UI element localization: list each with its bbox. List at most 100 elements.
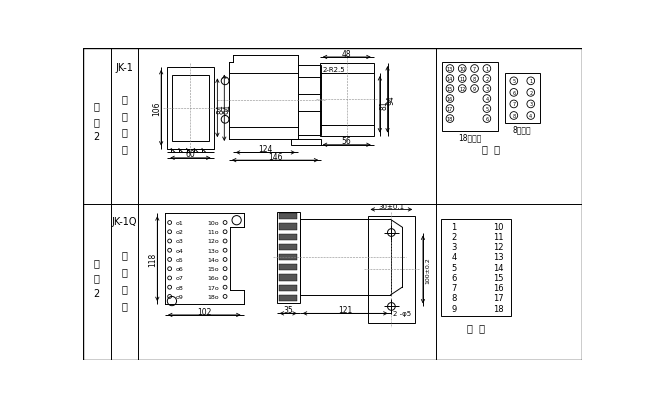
Text: 5: 5	[513, 79, 515, 84]
Text: 18: 18	[446, 117, 453, 122]
Text: 11o: 11o	[207, 230, 219, 234]
Text: 14: 14	[493, 263, 503, 272]
Text: 14o: 14o	[207, 257, 219, 262]
Text: 后: 后	[121, 111, 127, 120]
Text: 接: 接	[121, 127, 127, 137]
Bar	[441, 220, 511, 317]
Text: 9: 9	[451, 304, 456, 313]
Text: 线: 线	[121, 300, 127, 310]
Text: 1: 1	[485, 67, 489, 72]
Text: o5: o5	[176, 257, 183, 262]
Bar	[279, 254, 297, 260]
Text: 6: 6	[485, 117, 489, 122]
Text: 94: 94	[224, 104, 233, 113]
Text: 12o: 12o	[207, 239, 219, 244]
Text: 接: 接	[121, 283, 127, 293]
Text: 102: 102	[197, 307, 211, 316]
Text: 13: 13	[493, 253, 503, 262]
Bar	[277, 212, 300, 303]
Text: JK-1: JK-1	[115, 63, 133, 73]
Text: o7: o7	[176, 276, 183, 281]
Text: 图: 图	[93, 117, 99, 126]
Text: 2: 2	[93, 132, 100, 142]
Bar	[505, 74, 540, 124]
Text: 17: 17	[446, 107, 453, 112]
Text: 35: 35	[283, 305, 293, 314]
Text: 4: 4	[529, 114, 532, 119]
Text: 10o: 10o	[207, 220, 219, 226]
Bar	[279, 224, 297, 230]
Text: 10: 10	[493, 222, 503, 231]
Bar	[279, 214, 297, 220]
Text: 2: 2	[485, 77, 489, 82]
Text: o3: o3	[176, 239, 183, 244]
Text: 1: 1	[451, 222, 456, 231]
Text: 48: 48	[342, 49, 352, 58]
Bar	[279, 234, 297, 240]
Text: 81: 81	[379, 100, 388, 110]
Text: o4: o4	[176, 248, 183, 253]
Text: 6: 6	[451, 273, 456, 282]
Text: 11: 11	[493, 232, 503, 241]
Bar	[279, 264, 297, 271]
Text: 30±0.1: 30±0.1	[378, 203, 404, 209]
Text: 16: 16	[446, 97, 453, 102]
Bar	[298, 66, 321, 135]
Text: 背  视: 背 视	[482, 143, 500, 153]
Text: 13: 13	[446, 67, 453, 72]
Text: o6: o6	[176, 266, 183, 271]
Text: 124: 124	[259, 145, 273, 154]
Text: 15: 15	[446, 87, 453, 92]
Bar	[167, 68, 214, 149]
Text: 8: 8	[451, 294, 456, 303]
Text: 8: 8	[513, 114, 515, 119]
Text: 前: 前	[121, 266, 127, 276]
Text: 121: 121	[338, 305, 353, 314]
Text: 5: 5	[451, 263, 456, 272]
Bar	[279, 244, 297, 250]
Text: 7: 7	[513, 102, 515, 107]
Text: 附: 附	[93, 101, 99, 111]
Text: 1: 1	[529, 79, 532, 84]
Text: 146: 146	[268, 152, 283, 161]
Bar	[319, 64, 374, 136]
Text: 板: 板	[121, 94, 127, 104]
Text: 106: 106	[152, 101, 161, 116]
Text: 3: 3	[485, 87, 489, 92]
Text: 9: 9	[473, 87, 476, 92]
Text: 84: 84	[216, 104, 226, 113]
Text: 2-R2.5: 2-R2.5	[322, 66, 345, 72]
Bar	[300, 220, 391, 295]
Text: 4: 4	[451, 253, 456, 262]
Text: 2: 2	[451, 232, 456, 241]
Text: 正  视: 正 视	[467, 322, 485, 333]
Bar	[279, 295, 297, 301]
Text: 118: 118	[148, 252, 157, 266]
Text: 7: 7	[473, 67, 476, 72]
Bar	[172, 75, 209, 141]
Text: o8: o8	[176, 285, 183, 290]
Text: o1: o1	[176, 220, 183, 226]
Text: 10: 10	[459, 67, 465, 72]
Text: 60: 60	[185, 150, 195, 159]
Text: 图: 图	[93, 273, 99, 282]
Text: 2: 2	[529, 91, 532, 96]
Text: 8点端子: 8点端子	[513, 126, 531, 134]
Text: 56: 56	[342, 137, 352, 146]
Text: 18o: 18o	[207, 294, 219, 299]
Text: 17o: 17o	[207, 285, 219, 290]
Bar	[442, 62, 498, 132]
Bar	[367, 216, 415, 324]
Text: 14: 14	[446, 77, 453, 82]
Text: 12: 12	[493, 243, 503, 252]
Text: 5: 5	[485, 107, 489, 112]
Text: 16: 16	[493, 284, 503, 292]
Text: 15o: 15o	[207, 266, 219, 271]
Text: 2: 2	[93, 288, 100, 298]
Text: 11: 11	[459, 77, 465, 82]
Text: o2: o2	[176, 230, 183, 234]
Text: 94: 94	[387, 95, 396, 105]
Text: 3: 3	[451, 243, 456, 252]
Text: 12: 12	[459, 87, 465, 92]
Text: o9: o9	[176, 294, 183, 299]
